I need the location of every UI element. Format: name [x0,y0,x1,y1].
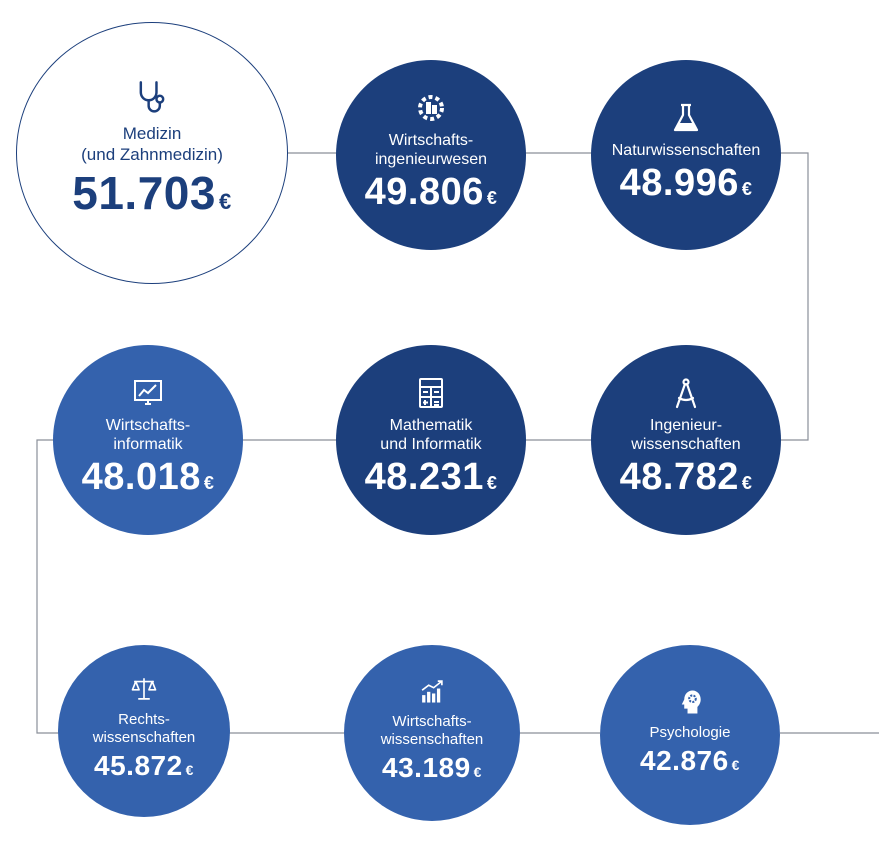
connector-wi-recht [36,439,60,734]
scales-icon [131,678,157,700]
node-naturwissenschaften: Naturwissenschaften 48.996 € [591,60,781,250]
node-wirtschaftsingenieurwesen: Wirtschafts- ingenieurwesen 49.806 € [336,60,526,250]
node-wirtschaftsinformatik-label-1: Wirtschafts- [105,417,191,434]
compass-icon [675,378,697,409]
bar-chart-icon [421,680,443,703]
currency-symbol: € [741,178,753,199]
node-mathematik-informatik-label-1: Mathematik [389,417,473,434]
currency-symbol: € [731,757,740,773]
node-rechtswissenschaften-label-2: wissenschaften [92,729,196,746]
node-wirtschaftswissenschaften-label-2: wissenschaften [380,731,484,748]
node-medizin-label-1: Medizin [122,123,182,143]
head-gear-icon [681,690,701,714]
currency-symbol: € [486,188,498,208]
node-psychologie-value: 42.876 € [640,745,740,776]
currency-symbol: € [473,764,482,780]
node-rechtswissenschaften: Rechts- wissenschaften 45.872 € [58,645,230,817]
node-ingenieurwissenschaften: Ingenieur- wissenschaften 48.782 € [591,345,781,535]
connector-natur-ing [778,152,809,441]
node-ingenieurwissenschaften-label-2: wissenschaften [631,436,741,453]
node-wirtschaftswissenschaften-value: 43.189 € [382,752,482,783]
node-mathematik-informatik-value: 48.231 € [364,456,498,498]
calculator-icon [419,378,443,408]
node-wirtschaftswissenschaften: Wirtschafts- wissenschaften 43.189 € [344,645,520,821]
currency-symbol: € [741,473,753,493]
currency-symbol: € [218,188,232,214]
node-psychologie: Psychologie 42.876 € [600,645,780,825]
node-rechtswissenschaften-label-1: Rechts- [118,711,170,728]
node-wirtschaftswissenschaften-label-1: Wirtschafts- [392,713,472,730]
node-ingenieurwissenschaften-value: 48.782 € [619,456,753,498]
node-wirtschaftsinformatik: Wirtschafts- informatik 48.018 € [53,345,243,535]
flask-icon [673,103,699,131]
node-wirtschaftsinformatik-label-2: informatik [113,436,183,453]
node-mathematik-informatik-label-2: und Informatik [380,436,482,453]
node-psychologie-label-1: Psychologie [649,724,731,741]
stethoscope-icon [139,80,165,113]
node-ingenieurwissenschaften-label-1: Ingenieur- [649,417,723,434]
gear-building-icon [418,95,444,121]
node-medizin-value: 51.703 € [72,166,232,219]
currency-symbol: € [185,762,194,778]
node-wirtschaftsingenieurwesen-label-1: Wirtschafts- [388,132,474,149]
node-wirtschaftsingenieurwesen-value: 49.806 € [364,171,498,213]
node-rechtswissenschaften-value: 45.872 € [94,750,194,781]
node-mathematik-informatik: Mathematik und Informatik 48.231 € [336,345,526,535]
currency-symbol: € [203,473,215,493]
monitor-chart-icon [134,380,162,405]
node-wirtschaftsinformatik-value: 48.018 € [81,456,215,498]
node-medizin: Medizin (und Zahnmedizin) 51.703 € [16,22,288,284]
currency-symbol: € [486,473,498,493]
node-naturwissenschaften-label-1: Naturwissenschaften [611,141,761,159]
node-wirtschaftsingenieurwesen-label-2: ingenieurwesen [374,151,488,168]
node-naturwissenschaften-value: 48.996 € [619,161,753,204]
node-medizin-label-2: (und Zahnmedizin) [81,144,223,164]
